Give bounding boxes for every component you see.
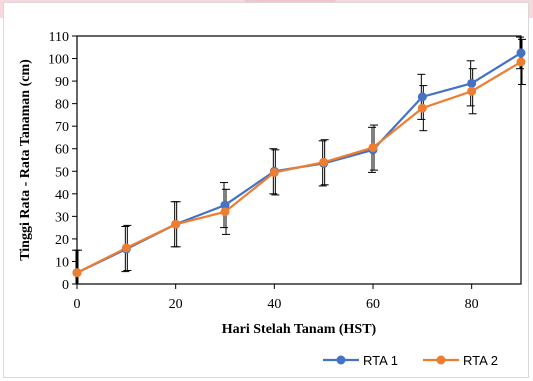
y-axis-title: Tinggi Rata - Rata Tanaman (cm) (18, 59, 33, 261)
y-tick-labels: 0 10 20 30 40 50 60 70 80 90 100 110 (48, 30, 69, 293)
x-tick-label: 80 (465, 297, 479, 312)
plot-border (76, 35, 522, 285)
legend-label: RTA 1 (363, 353, 398, 368)
x-axis-title: Hari Stelah Tanam (HST) (222, 322, 377, 337)
x-tick-label: 40 (267, 297, 281, 312)
legend-marker (336, 355, 346, 365)
y-tick-label: 110 (49, 30, 69, 45)
y-tick-label: 0 (62, 278, 69, 293)
legend-marker (436, 355, 446, 365)
error-bars (72, 36, 526, 285)
y-tick-label: 20 (55, 233, 69, 248)
series-lines (76, 51, 522, 274)
data-point (417, 92, 427, 102)
data-point (72, 268, 82, 278)
data-point (467, 86, 477, 96)
x-tick-label: 0 (74, 297, 81, 312)
data-point (417, 103, 427, 113)
data-point (368, 143, 378, 153)
data-point (467, 78, 477, 88)
y-tick-label: 30 (55, 210, 69, 225)
data-point (319, 157, 329, 167)
x-tick-labels: 0 20 40 60 80 (74, 297, 479, 312)
data-point (121, 243, 131, 253)
series-markers (72, 48, 526, 278)
y-tick-label: 50 (55, 165, 69, 180)
y-tick-label: 80 (55, 98, 69, 113)
series-line (76, 60, 522, 274)
legend: RTA 1 RTA 2 (323, 353, 498, 368)
y-tick-label: 60 (55, 143, 69, 158)
y-tick-label: 90 (55, 75, 69, 90)
legend-label: RTA 2 (463, 353, 498, 368)
data-point (220, 207, 230, 217)
y-tick-label: 100 (48, 53, 69, 68)
data-point (516, 57, 526, 67)
x-tick-label: 60 (366, 297, 380, 312)
axes (72, 35, 522, 289)
data-point (516, 48, 526, 58)
data-point (171, 219, 181, 229)
chart-area: 0 20 40 60 80 0 10 20 30 40 50 60 70 80 90 100 110 Hari… (3, 2, 529, 378)
line-chart: 0 20 40 60 80 0 10 20 30 40 50 60 70 80 90 100 110 Hari… (18, 30, 526, 368)
y-tick-label: 10 (55, 255, 69, 270)
data-point (269, 167, 279, 177)
data-point (220, 200, 230, 210)
y-tick-label: 40 (55, 188, 69, 203)
x-tick-label: 20 (169, 297, 183, 312)
y-tick-label: 70 (55, 120, 69, 135)
